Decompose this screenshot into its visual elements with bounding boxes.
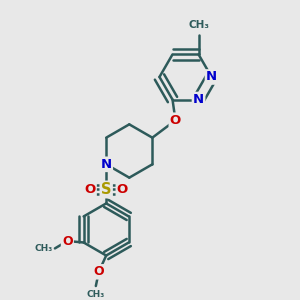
Text: N: N: [100, 158, 112, 171]
Text: N: N: [206, 70, 217, 83]
Text: S: S: [101, 182, 111, 197]
Text: CH₃: CH₃: [188, 20, 209, 30]
Text: O: O: [62, 235, 73, 248]
Text: CH₃: CH₃: [34, 244, 52, 253]
Text: N: N: [193, 93, 204, 106]
Text: CH₃: CH₃: [87, 290, 105, 298]
Text: O: O: [94, 265, 104, 278]
Text: O: O: [170, 114, 181, 127]
Text: O: O: [117, 183, 128, 196]
Text: O: O: [84, 183, 95, 196]
